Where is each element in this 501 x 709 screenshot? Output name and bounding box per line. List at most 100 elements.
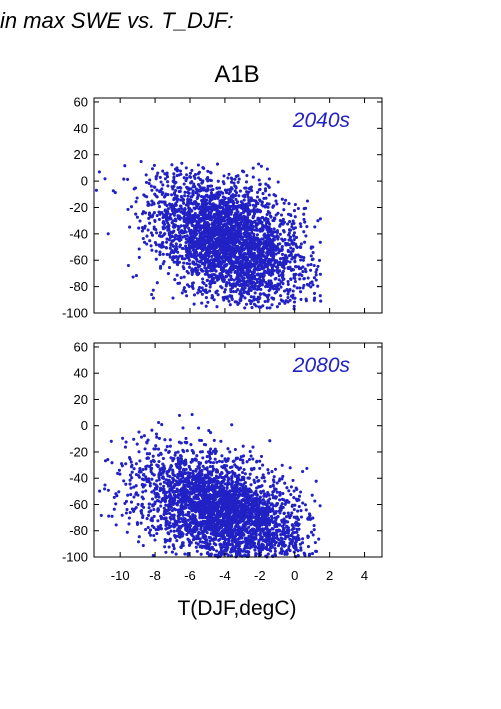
scatter-point <box>155 281 159 285</box>
scatter-point <box>248 255 252 259</box>
scatter-point <box>261 275 265 280</box>
scatter-point <box>296 509 300 513</box>
scatter-point <box>180 210 184 214</box>
scatter-point <box>132 467 136 471</box>
scatter-point <box>260 203 264 207</box>
scatter-point <box>219 260 223 264</box>
scatter-point <box>195 250 199 255</box>
scatter-point <box>239 234 243 238</box>
scatter-point <box>219 439 223 443</box>
scatter-point <box>265 282 269 286</box>
scatter-point <box>297 267 301 271</box>
scatter-point <box>143 483 147 487</box>
scatter-point <box>292 238 296 242</box>
scatter-point <box>191 185 195 189</box>
scatter-point <box>186 194 190 198</box>
scatter-point <box>132 495 136 499</box>
scatter-point <box>199 267 203 272</box>
scatter-point <box>303 267 307 271</box>
scatter-point <box>266 211 270 215</box>
scatter-point <box>173 255 177 259</box>
scatter-point <box>197 219 201 223</box>
scatter-point <box>185 256 189 260</box>
scatter-point <box>204 284 208 288</box>
scatter-point <box>140 229 144 233</box>
scatter-point <box>297 504 301 509</box>
scatter-point <box>126 177 130 181</box>
scatter-point <box>269 283 273 287</box>
scatter-point <box>255 233 259 237</box>
scatter-point <box>250 188 254 193</box>
scatter-point <box>152 533 156 538</box>
scatter-point <box>162 506 166 510</box>
scatter-point <box>212 266 216 270</box>
scatter-point <box>242 209 246 213</box>
y-tick-label: -60 <box>69 253 88 268</box>
scatter-point <box>188 198 192 202</box>
scatter-point <box>182 176 186 180</box>
scatter-point <box>176 263 180 267</box>
scatter-point <box>129 205 134 209</box>
scatter-point <box>222 298 226 302</box>
scatter-point <box>210 294 214 298</box>
scatter-point <box>184 244 188 248</box>
scatter-point <box>182 267 186 271</box>
scatter-point <box>223 290 227 294</box>
scatter-point <box>223 240 227 244</box>
scatter-point <box>277 302 282 306</box>
scatter-point <box>205 214 209 218</box>
scatter-point <box>230 465 234 469</box>
scatter-point <box>263 299 267 304</box>
scatter-point <box>230 297 234 301</box>
scatter-point <box>291 524 295 528</box>
scatter-point <box>283 238 287 242</box>
scatter-point <box>103 487 107 491</box>
scatter-point <box>150 524 154 528</box>
scatter-point <box>201 277 205 281</box>
scatter-point <box>164 448 168 452</box>
scatter-point <box>298 272 302 276</box>
scatter-point <box>152 227 156 231</box>
scatter-point <box>247 220 251 224</box>
scatter-point <box>174 244 178 249</box>
scatter-point <box>165 240 169 244</box>
scatter-point <box>248 277 252 281</box>
scatter-point <box>304 508 308 512</box>
scatter-point <box>167 238 171 242</box>
scatter-point <box>244 180 249 184</box>
scatter-point <box>318 217 322 221</box>
scatter-point <box>163 208 167 212</box>
scatter-point <box>177 260 182 264</box>
scatter-point <box>212 207 216 211</box>
scatter-point <box>262 196 266 200</box>
scatter-point <box>235 273 240 277</box>
scatter-point <box>139 521 143 525</box>
scatter-point <box>225 237 229 241</box>
scatter-point <box>112 495 116 499</box>
scatter-point <box>263 187 268 191</box>
scatter-point <box>188 250 192 254</box>
scatter-point <box>180 257 184 261</box>
scatter-point <box>221 266 225 270</box>
scatter-point <box>255 190 260 194</box>
scatter-point <box>204 223 208 227</box>
scatter-point <box>122 177 126 181</box>
scatter-point <box>257 221 261 225</box>
scatter-point <box>255 208 259 212</box>
scatter-point <box>151 454 155 458</box>
scatter-point <box>295 499 299 503</box>
scatter-point <box>266 205 270 209</box>
scatter-point <box>190 268 194 272</box>
scatter-point <box>190 272 194 276</box>
scatter-point <box>290 267 294 271</box>
scatter-point <box>289 277 293 281</box>
scatter-point <box>200 181 204 185</box>
scatter-point <box>152 482 156 486</box>
scatter-point <box>301 286 305 290</box>
scatter-point <box>313 296 317 300</box>
scatter-point <box>94 188 98 192</box>
scatter-point <box>128 225 132 229</box>
scatter-point <box>311 251 315 255</box>
scatter-point <box>246 207 250 211</box>
scatter-point <box>250 245 254 249</box>
